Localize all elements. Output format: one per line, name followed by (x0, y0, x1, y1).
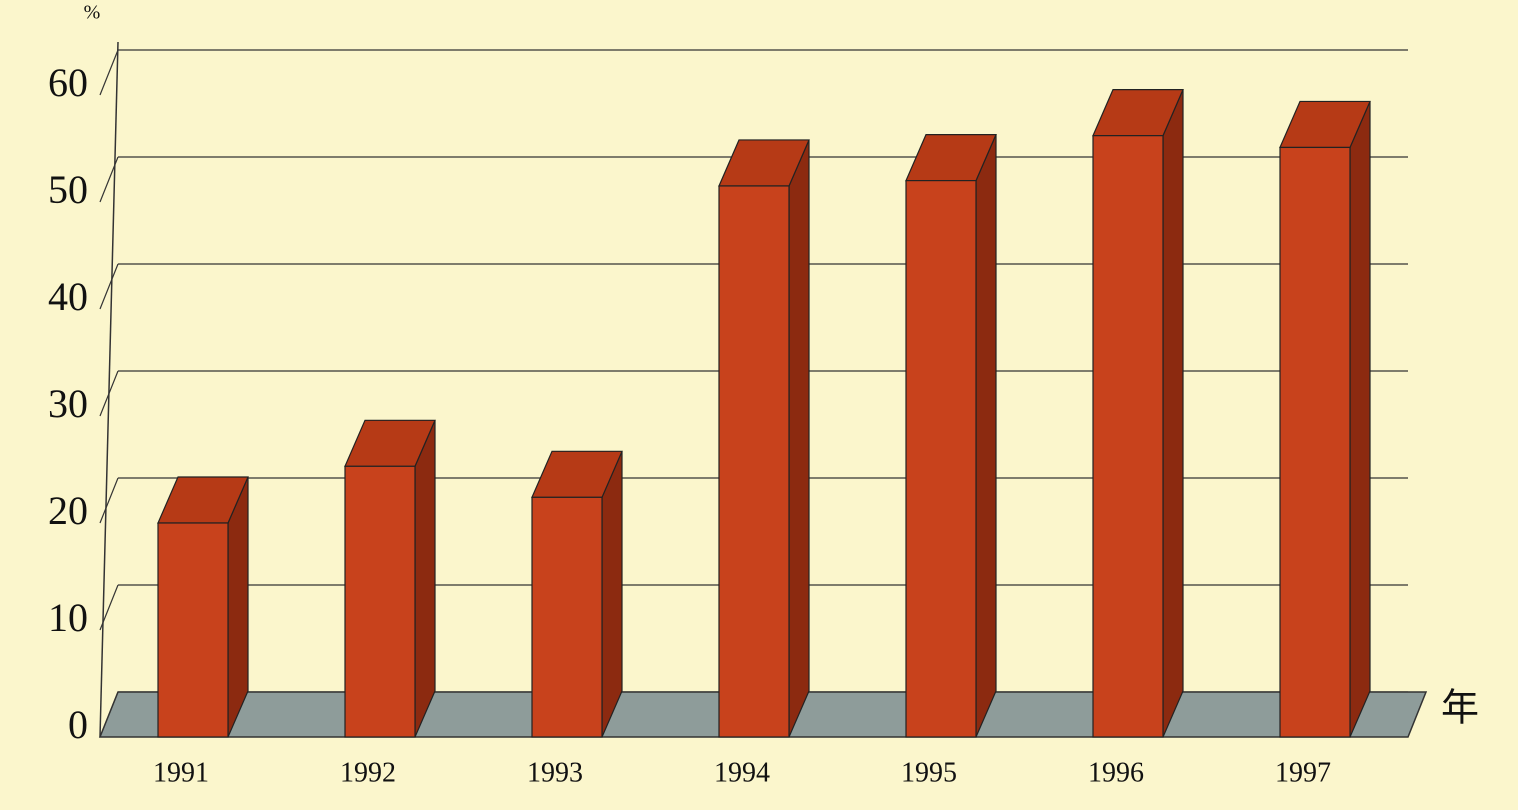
y-tick (99, 477, 119, 524)
bar (1092, 89, 1184, 738)
x-tick-label: 1997 (1275, 757, 1331, 788)
y-tick-label: 10 (48, 595, 88, 640)
bar (531, 450, 623, 738)
y-tick (99, 370, 119, 417)
x-tick-label: 1994 (714, 757, 770, 788)
y-tick (99, 584, 119, 631)
y-tick-label: 20 (48, 488, 88, 533)
y-tick-label: 40 (48, 274, 88, 319)
bar-front (1092, 135, 1164, 738)
bar-side (414, 420, 436, 738)
bar-side (788, 139, 810, 738)
bar-front (718, 185, 790, 738)
y-unit: % (84, 2, 101, 24)
bar (718, 139, 810, 738)
bar-side (1162, 89, 1184, 738)
bar (344, 419, 436, 738)
bar (905, 134, 997, 738)
y-tick (99, 49, 119, 96)
y-tick-label: 30 (48, 381, 88, 426)
y-tick-label: 0 (68, 702, 88, 747)
bar-front (344, 465, 416, 738)
bar (1279, 100, 1371, 738)
x-tick-label: 1996 (1088, 757, 1144, 788)
bar-front (1279, 146, 1351, 738)
bar-front (157, 522, 229, 738)
x-tick-label: 1993 (527, 757, 583, 788)
bar-side (975, 134, 997, 738)
bar-side (601, 451, 623, 738)
y-tick (99, 156, 119, 203)
bar-side (1349, 101, 1371, 738)
bar-front (531, 496, 603, 738)
bar-front (905, 180, 977, 738)
x-unit: 年 (1441, 686, 1479, 730)
x-tick-label: 1991 (153, 757, 209, 788)
bar (157, 476, 249, 738)
y-tick (99, 263, 119, 310)
x-tick-label: 1995 (901, 757, 957, 788)
x-tick-label: 1992 (340, 757, 396, 788)
y-tick-label: 60 (48, 60, 88, 105)
y-tick-label: 50 (48, 167, 88, 212)
